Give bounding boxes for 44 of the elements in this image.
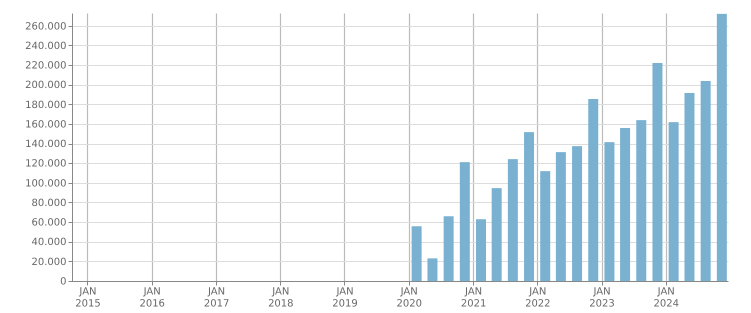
bar: [620, 128, 630, 281]
x-tick-label: JAN 2017: [204, 286, 230, 310]
x-tick-label: JAN 2022: [525, 286, 551, 310]
bar: [524, 132, 534, 281]
bar: [556, 152, 566, 281]
bar: [588, 98, 598, 281]
y-tick-label: 140.000: [25, 139, 66, 150]
y-tick-label: 120.000: [25, 158, 66, 170]
bar: [444, 216, 454, 281]
bar: [636, 120, 646, 281]
bar: [700, 81, 711, 281]
bar: [684, 93, 694, 281]
bar: [427, 258, 438, 281]
x-tick-label: JAN 2016: [139, 286, 165, 310]
bar: [460, 162, 470, 281]
bar: [476, 219, 486, 281]
x-tick-label: JAN 2019: [332, 286, 358, 310]
y-tick-label: 100.000: [25, 178, 66, 190]
bar: [492, 188, 502, 281]
bar: [412, 226, 422, 281]
y-tick-label: 40.000: [32, 237, 66, 248]
y-tick-label: 220.000: [25, 60, 66, 72]
bar: [652, 62, 662, 281]
y-tick-label: 180.000: [25, 100, 66, 111]
y-tick-label: 240.000: [25, 40, 66, 52]
bar: [540, 171, 550, 281]
y-tick-label: 200.000: [25, 80, 66, 92]
y-tick-label: 0: [60, 276, 66, 288]
x-tick-label: JAN 2020: [396, 286, 422, 310]
bar: [508, 159, 518, 281]
y-tick-label: 80.000: [32, 198, 66, 209]
x-tick-label: JAN 2015: [75, 286, 101, 310]
x-tick-label: JAN 2021: [460, 286, 486, 310]
y-tick-label: 20.000: [32, 256, 66, 268]
x-tick-label: JAN 2018: [268, 286, 294, 310]
x-tick-label: JAN 2024: [654, 286, 679, 310]
bar: [668, 122, 679, 281]
y-tick-label: 60.000: [32, 218, 66, 229]
bar: [716, 14, 727, 281]
y-tick-label: 260.000: [25, 21, 66, 32]
bar: [604, 142, 614, 281]
bar: [572, 146, 582, 281]
y-tick-label: 160.000: [25, 119, 66, 130]
x-tick-label: JAN 2023: [589, 286, 615, 310]
